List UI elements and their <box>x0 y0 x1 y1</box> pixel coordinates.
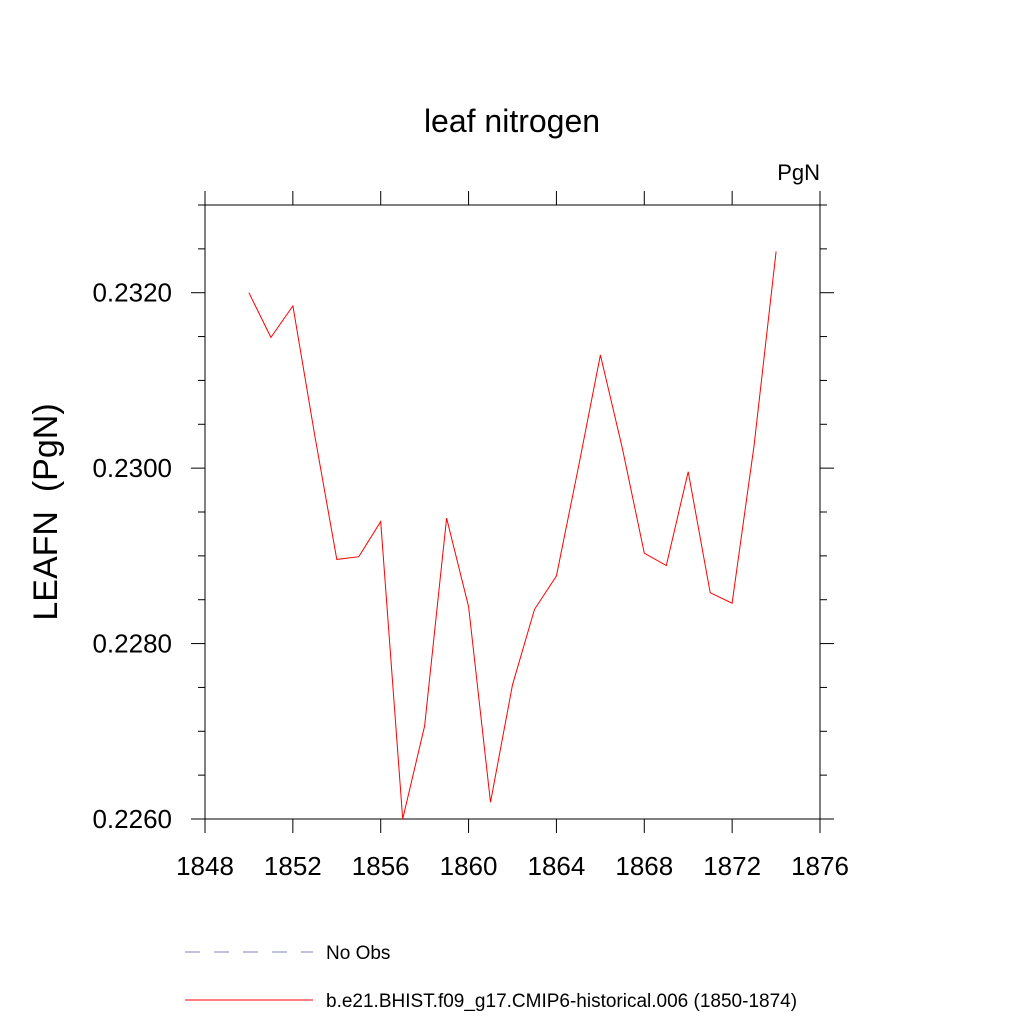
x-tick-label: 1852 <box>264 851 322 881</box>
units-label: PgN <box>777 160 820 185</box>
x-tick-label: 1872 <box>703 851 761 881</box>
axis-ticks <box>191 191 834 833</box>
y-tick-label: 0.2260 <box>92 804 172 834</box>
x-tick-labels: 1848 1852 1856 1860 1864 1868 1872 1876 <box>176 851 849 881</box>
y-tick-label: 0.2320 <box>92 278 172 308</box>
x-tick-label: 1856 <box>352 851 410 881</box>
y-axis-label: LEAFN (PgN) <box>27 403 65 620</box>
legend-label: b.e21.BHIST.f09_g17.CMIP6-historical.006… <box>326 991 797 1012</box>
x-tick-label: 1864 <box>528 851 586 881</box>
x-tick-label: 1848 <box>176 851 234 881</box>
plot-frame <box>204 204 821 820</box>
series-lines <box>248 251 777 820</box>
legend-label: No Obs <box>326 943 390 964</box>
legend: No Obs b.e21.BHIST.f09_g17.CMIP6-historic… <box>185 943 797 1012</box>
y-tick-label: 0.2300 <box>92 453 172 483</box>
x-tick-label: 1876 <box>791 851 849 881</box>
y-tick-label: 0.2280 <box>92 629 172 659</box>
y-tick-labels: 0.2260 0.2280 0.2300 0.2320 <box>92 278 172 834</box>
chart-title: leaf nitrogen <box>424 103 600 139</box>
series-line <box>248 251 777 820</box>
x-tick-label: 1868 <box>615 851 673 881</box>
x-tick-label: 1860 <box>440 851 498 881</box>
